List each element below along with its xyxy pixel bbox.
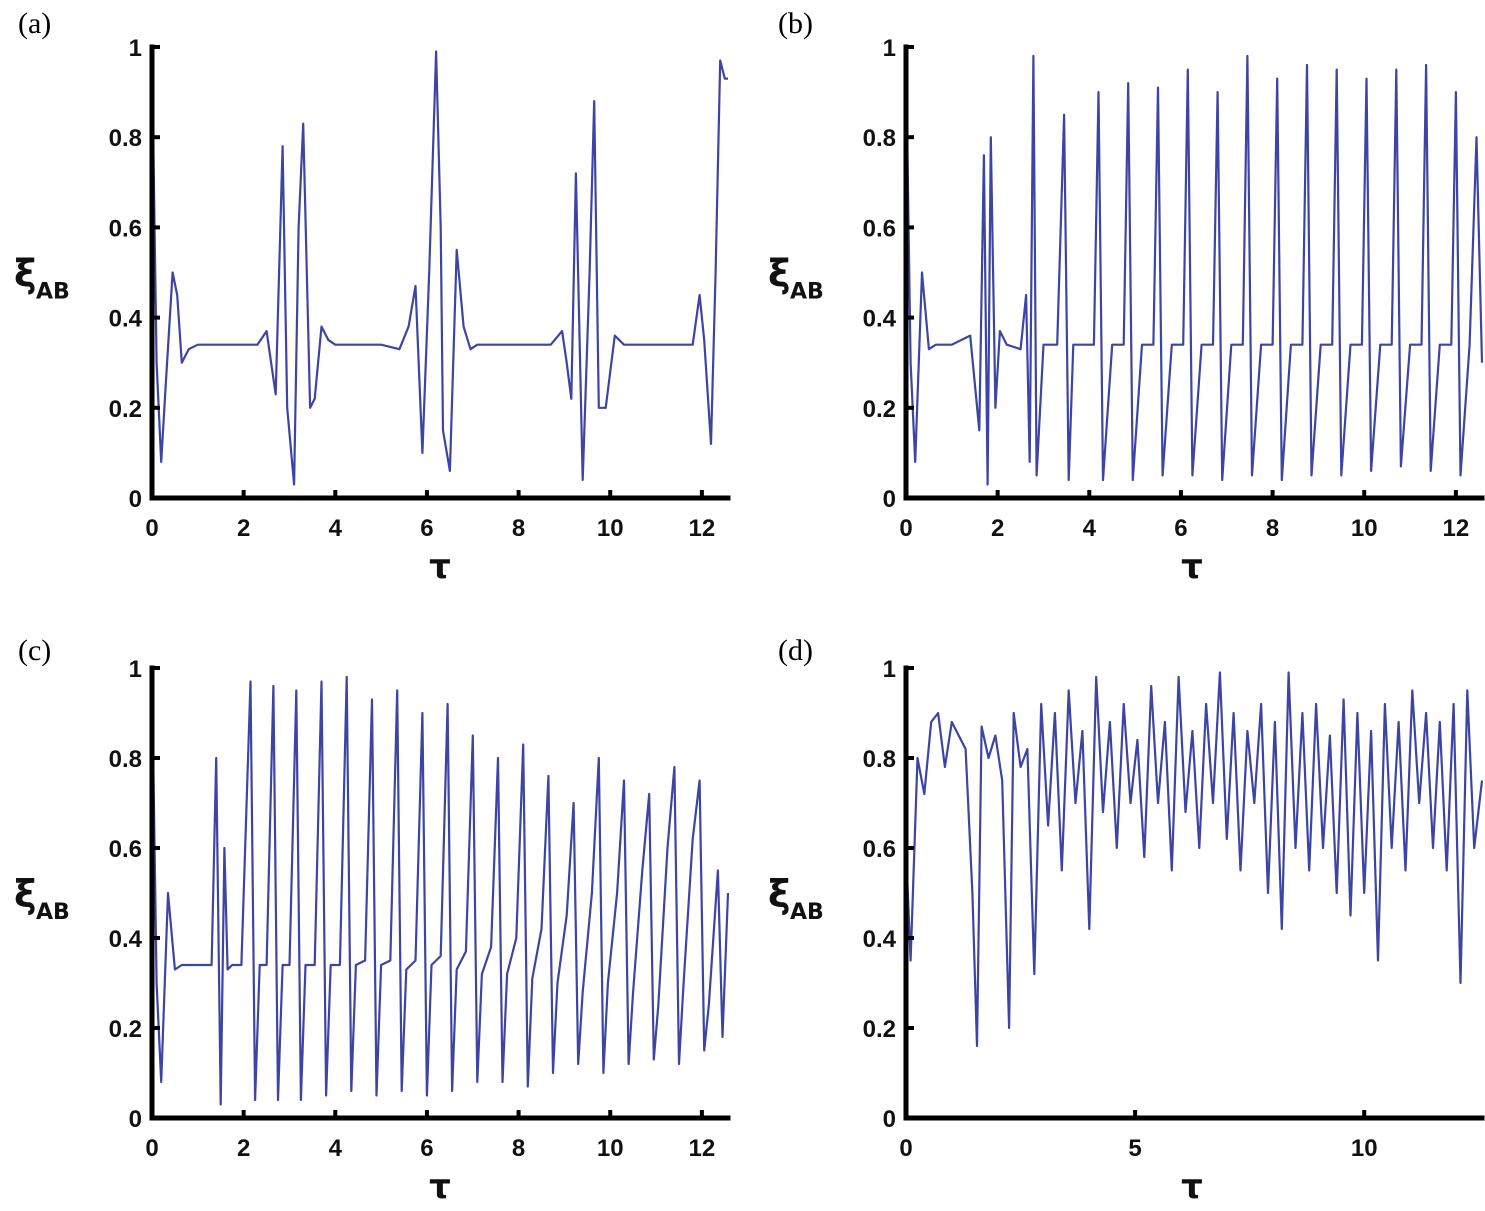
y-tick-label: 0.4 [109, 306, 143, 333]
y-axis-label: ξ [14, 872, 36, 916]
y-axis-label-subscript: AB [790, 280, 824, 305]
y-axis-label: ξ [14, 252, 36, 296]
x-tick-label: 2 [237, 515, 250, 542]
y-tick-label: 1 [883, 656, 896, 683]
x-axis-label: τ [1181, 1167, 1203, 1207]
x-tick-label: 4 [329, 1135, 343, 1162]
y-axis-label-subscript: AB [36, 900, 70, 925]
x-tick-label: 8 [1266, 515, 1279, 542]
y-tick-label: 0.8 [863, 746, 896, 773]
x-tick-label: 10 [597, 1135, 624, 1162]
y-tick-label: 0 [129, 1106, 142, 1133]
x-tick-label: 6 [1174, 515, 1187, 542]
y-tick-label: 0.8 [109, 746, 142, 773]
y-tick-label: 0 [129, 486, 142, 513]
y-axis-label-subscript: AB [36, 280, 70, 305]
y-tick-label: 1 [129, 656, 142, 683]
x-tick-label: 6 [420, 515, 433, 542]
panel-letter: (a) [18, 7, 51, 40]
x-tick-label: 10 [1351, 515, 1378, 542]
x-tick-label: 2 [237, 1135, 250, 1162]
series-line [150, 50, 728, 486]
series-line [904, 54, 1484, 486]
x-tick-label: 10 [597, 515, 624, 542]
y-tick-label: 0.8 [863, 125, 896, 152]
y-tick-label: 0.2 [109, 396, 142, 423]
y-tick-label: 0.4 [863, 306, 897, 333]
panel-letter: (b) [778, 7, 813, 40]
y-tick-label: 0.2 [109, 1016, 142, 1043]
x-axis-label: τ [429, 547, 451, 587]
x-axis-label: τ [429, 1167, 451, 1207]
x-tick-label: 0 [899, 515, 912, 542]
x-tick-label: 10 [1351, 1135, 1378, 1162]
x-tick-label: 2 [991, 515, 1004, 542]
y-tick-label: 0.6 [109, 215, 142, 242]
x-tick-label: 6 [420, 1135, 433, 1162]
y-tick-label: 1 [883, 35, 896, 62]
x-tick-label: 8 [512, 515, 525, 542]
panel-letter: (c) [18, 634, 51, 667]
x-tick-label: 4 [1083, 515, 1097, 542]
y-axis-label-subscript: AB [790, 900, 824, 925]
y-axis-label: ξ [768, 872, 790, 916]
y-tick-label: 0.2 [863, 396, 896, 423]
y-tick-label: 0.4 [109, 926, 143, 953]
y-tick-label: 0 [883, 1106, 896, 1133]
series-line [150, 675, 730, 1106]
y-tick-label: 1 [129, 35, 142, 62]
series-line [904, 671, 1484, 1048]
y-tick-label: 0.4 [863, 926, 897, 953]
y-tick-label: 0.6 [109, 836, 142, 863]
panel-letter: (d) [778, 634, 813, 667]
x-axis-label: τ [1181, 547, 1203, 587]
x-tick-label: 5 [1128, 1135, 1141, 1162]
x-tick-label: 12 [1443, 515, 1470, 542]
y-tick-label: 0.6 [863, 836, 896, 863]
x-tick-label: 12 [689, 1135, 716, 1162]
x-tick-label: 0 [145, 1135, 158, 1162]
x-tick-label: 0 [899, 1135, 912, 1162]
y-tick-label: 0.2 [863, 1016, 896, 1043]
y-tick-label: 0.6 [863, 215, 896, 242]
y-tick-label: 0.8 [109, 125, 142, 152]
y-axis-label: ξ [768, 252, 790, 296]
x-tick-label: 12 [689, 515, 716, 542]
x-tick-label: 0 [145, 515, 158, 542]
x-tick-label: 8 [512, 1135, 525, 1162]
x-tick-label: 4 [329, 515, 343, 542]
y-tick-label: 0 [883, 486, 896, 513]
